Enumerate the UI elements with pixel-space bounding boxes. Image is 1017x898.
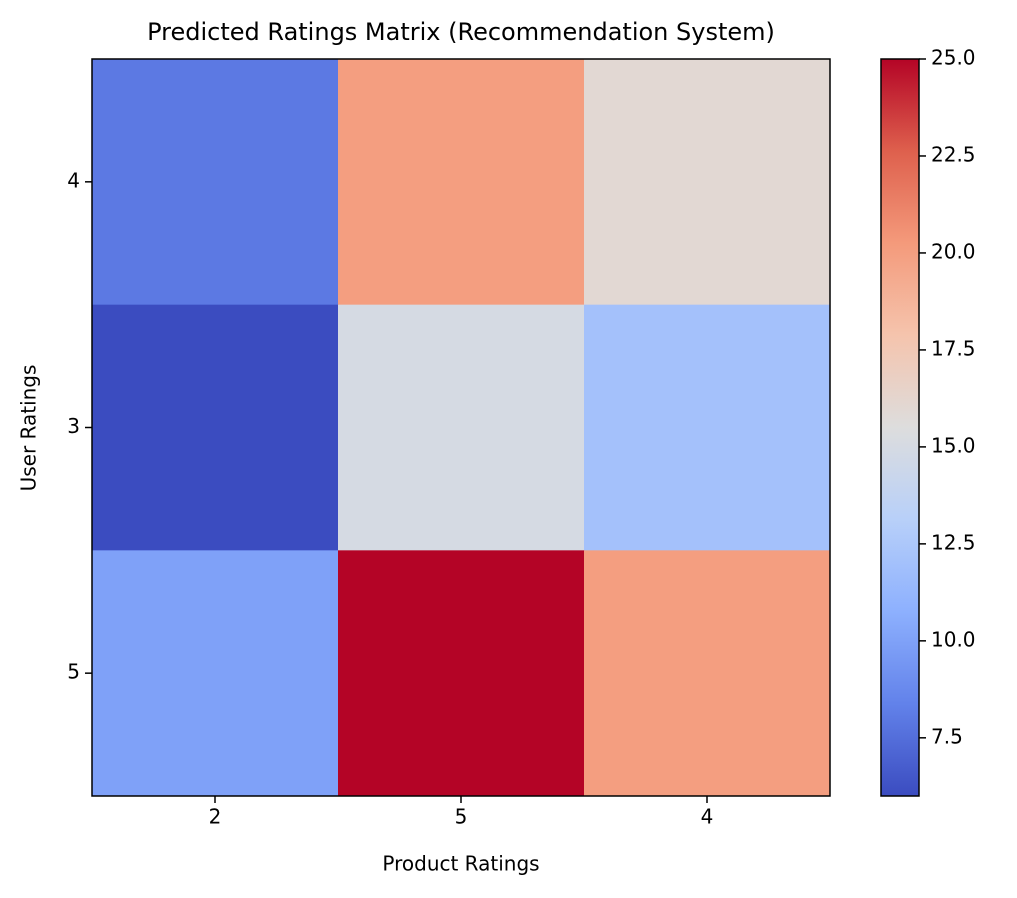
heatmap-cell [92,59,339,306]
y-axis-label: User Ratings [17,365,41,492]
colorbar-tick-label: 17.5 [931,336,976,360]
y-tick-label: 4 [67,168,80,192]
heatmap-cell [338,304,585,551]
chart-title: Predicted Ratings Matrix (Recommendation… [147,18,775,46]
heatmap-cell [338,59,585,306]
x-axis-label: Product Ratings [382,852,539,876]
colorbar-tick-label: 20.0 [931,239,976,263]
colorbar-tick-label: 15.0 [931,433,976,457]
colorbar [880,58,920,797]
heatmap-cell [584,59,831,306]
y-tick-label: 3 [67,414,80,438]
x-tick-label: 2 [209,805,222,829]
colorbar-tick-label: 10.0 [931,627,976,651]
colorbar-tick-label: 7.5 [931,724,963,748]
heatmap-cell [92,304,339,551]
colorbar-tick-label: 12.5 [931,530,976,554]
heatmap-cell [584,550,831,797]
y-tick-label: 5 [67,660,80,684]
colorbar-tick-label: 25.0 [931,46,976,70]
colorbar-tick-label: 22.5 [931,142,976,166]
x-tick-label: 5 [455,805,468,829]
x-tick-label: 4 [701,805,714,829]
heatmap-cell [338,550,585,797]
heatmap-cell [584,304,831,551]
heatmap-cell [92,550,339,797]
